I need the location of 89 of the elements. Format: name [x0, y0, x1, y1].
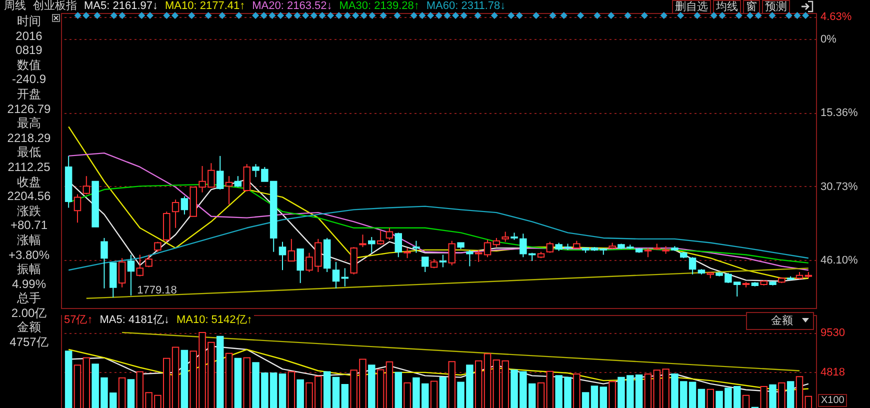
candlestick [225, 176, 233, 205]
text: 总手 [16, 291, 42, 306]
text: 开盘 [16, 86, 42, 102]
text: 窗 [743, 0, 760, 14]
candlestick [180, 196, 188, 215]
text: 涨跌 [16, 204, 42, 218]
text: MA5: 4181亿↓ [100, 314, 170, 327]
annotation: 金额 [771, 314, 793, 329]
annotation: 57亿↑ [64, 314, 93, 327]
candlestick [74, 194, 82, 224]
select-field: 金额 [746, 312, 814, 330]
text: MA10: 5142亿↑ [176, 314, 252, 327]
text: 0819 [14, 43, 44, 58]
candlestick [359, 234, 366, 248]
candlestick [118, 258, 126, 288]
candlestick [288, 238, 296, 262]
text: 2.00亿 [10, 306, 48, 320]
text: 时间 [16, 14, 42, 29]
text: +3.80% [7, 248, 51, 262]
y-tick-label: 4818 [820, 366, 845, 378]
candlestick [404, 248, 411, 259]
text: +80.71 [9, 218, 49, 233]
y-tick-label: 0% [820, 33, 837, 46]
text: 2218.29 [6, 130, 52, 146]
candlestick [368, 236, 376, 254]
candlestick [448, 240, 456, 266]
candlestick [484, 239, 492, 258]
candlestick [341, 268, 349, 287]
text: 最高 [16, 116, 42, 131]
text: 2112.25 [6, 160, 52, 175]
candlestick [386, 227, 394, 240]
text: 振幅 [16, 262, 42, 277]
text: MA5: 2161.97↓ [84, 0, 158, 13]
line-series [68, 126, 810, 279]
candlestick [332, 261, 340, 289]
text: MA10: 2177.41↑ [165, 0, 246, 13]
candlestick [412, 240, 420, 254]
text: 最低 [16, 145, 42, 160]
text: 4757亿 [8, 335, 50, 350]
line-series [68, 152, 810, 271]
text: 2016 [14, 28, 44, 44]
candlestick [145, 254, 152, 268]
candlestick [439, 254, 447, 268]
chart-subtitle: 周线 [4, 0, 26, 13]
text: 2126.79 [6, 102, 52, 116]
candlestick [502, 231, 509, 242]
text: -240.9 [10, 72, 48, 87]
candlestick [546, 241, 554, 254]
text: MA20: 2163.52↓ [252, 0, 332, 13]
text: 数值 [16, 58, 42, 72]
candlestick [296, 248, 304, 284]
candlestick [492, 237, 500, 248]
y-tick-label: 9530 [820, 327, 845, 340]
line-series [68, 206, 810, 271]
candlestick [82, 176, 90, 195]
annotation: 1779.18 [137, 284, 177, 296]
y-tick-label: 46.10% [820, 254, 858, 267]
text: 均线 [713, 0, 741, 14]
text: 收盘 [16, 174, 42, 190]
candlestick [430, 258, 438, 269]
candlestick [216, 155, 224, 190]
text: 2204.56 [6, 189, 52, 204]
y-tick-label: 4.63% [820, 11, 852, 24]
text: MA30: 2139.28↑ [339, 0, 420, 13]
y-axis-title: X100 [818, 394, 848, 407]
candlestick [234, 176, 242, 188]
candlestick [376, 230, 384, 246]
candlestick [474, 249, 482, 262]
text: 预测 [762, 0, 790, 14]
chart-title: 创业板指 [33, 0, 77, 13]
y-tick-label: 15.36% [820, 107, 858, 120]
candlestick [136, 254, 144, 277]
candlestick [688, 256, 696, 275]
text: 涨幅 [16, 232, 42, 248]
candlestick [644, 248, 652, 258]
candlestick [394, 232, 402, 258]
candlestick [100, 237, 108, 289]
candlestick [278, 241, 286, 271]
text: 4.99% [10, 276, 48, 292]
text: 金额 [16, 320, 42, 336]
candlestick [243, 164, 250, 192]
candlestick [466, 249, 474, 267]
text: 删自选 [672, 0, 711, 14]
text: MA60: 2311.78↓ [426, 0, 506, 13]
candlestick [422, 256, 429, 273]
candlestick [172, 199, 180, 228]
candlestick [154, 241, 162, 252]
candlestick [127, 254, 135, 296]
y-tick-label: 30.73% [820, 180, 858, 193]
